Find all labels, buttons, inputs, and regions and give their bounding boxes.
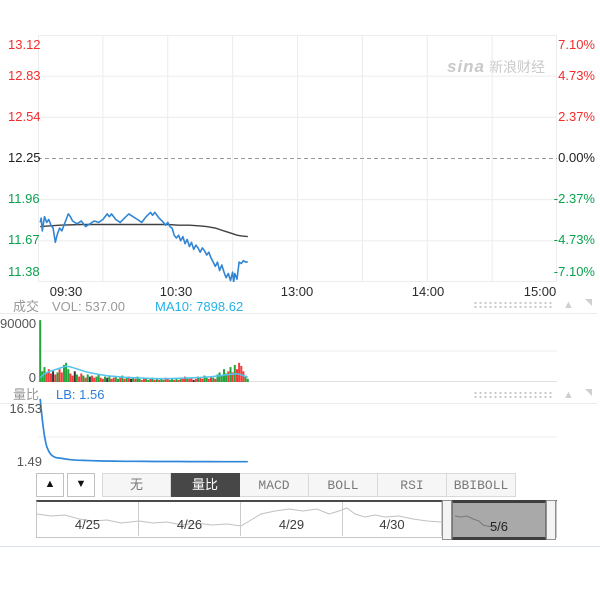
date-panel-selected[interactable]: 5/6: [452, 500, 546, 540]
sina-watermark: sina 新浪财经: [447, 57, 545, 77]
lb-max-label: 16.53: [9, 401, 42, 416]
pct-right-label-2: 2.37%: [558, 109, 595, 124]
lb-pane-collapse-triangle-icon[interactable]: ▲: [563, 389, 574, 401]
volume-pane-collapse-triangle-icon[interactable]: ▲: [563, 299, 574, 311]
price-left-label-3: 12.25: [8, 150, 41, 165]
volume-chart-canvas[interactable]: [38, 318, 557, 382]
price-left-label-4: 11.96: [8, 191, 40, 206]
price-left-label-0: 13.12: [8, 37, 41, 52]
date-panel-4-26[interactable]: 4/26: [139, 502, 241, 536]
price-left-label-1: 12.83: [8, 68, 41, 83]
time-label-0: 09:30: [49, 284, 83, 299]
pct-right-label-4: -2.37%: [553, 191, 595, 206]
tab-liangbi[interactable]: 量比: [171, 473, 240, 497]
date-label: 4/29: [278, 517, 305, 532]
time-label-3: 14:00: [411, 284, 445, 299]
date-label: 4/26: [176, 517, 203, 532]
volume-max-label: 90000: [0, 316, 37, 331]
date-label: 4/30: [379, 517, 405, 532]
lb-value: LB: 1.56: [56, 387, 105, 402]
tab-rsi[interactable]: RSI: [378, 473, 447, 497]
price-left-label-6: 11.38: [8, 264, 40, 279]
date-range-selection[interactable]: 5/6: [442, 500, 556, 540]
lb-pane-corner-icon[interactable]: [585, 389, 592, 396]
lb-pane-drag-handle[interactable]: [473, 391, 553, 399]
volume-ma10-value: MA10: 7898.62: [155, 299, 244, 314]
price-left-label-2: 12.54: [8, 109, 41, 124]
selected-date-label: 5/6: [489, 519, 509, 534]
date-panel-4-25[interactable]: 4/25: [37, 502, 139, 536]
date-panel-4-29[interactable]: 4/29: [241, 502, 343, 536]
arrow-down-button[interactable]: ▼: [67, 473, 95, 497]
time-label-2: 13:00: [280, 284, 314, 299]
volume-vol-value: VOL: 537.00: [52, 299, 125, 314]
lb-min-label: 1.49: [16, 454, 42, 469]
volume-pane-title: 成交: [13, 299, 40, 314]
date-label: 4/25: [74, 517, 101, 532]
time-label-1: 10:30: [159, 284, 193, 299]
pct-right-label-5: -4.73%: [553, 232, 595, 247]
volume-pane-drag-handle[interactable]: [473, 301, 553, 309]
indicator-tab-bar: 无量比 MACD BOLL RSI BBIBOLL: [102, 473, 516, 497]
pct-right-label-0: 7.10%: [558, 37, 595, 52]
price-chart-canvas[interactable]: [38, 35, 557, 282]
date-range-handle-left[interactable]: [442, 500, 452, 540]
time-label-4: 15:00: [523, 284, 557, 299]
tab-boll[interactable]: BOLL: [309, 473, 378, 497]
lb-chart-canvas[interactable]: [38, 396, 557, 473]
volume-min-label: 0: [28, 370, 36, 385]
arrow-up-button[interactable]: ▲: [36, 473, 64, 497]
date-panel-4-30[interactable]: 4/30: [343, 502, 442, 536]
price-left-label-5: 11.67: [8, 232, 40, 247]
sina-watermark-text: 新浪财经: [489, 59, 546, 75]
tab-none[interactable]: 无: [102, 473, 171, 497]
pct-right-label-3: 0.00%: [558, 150, 595, 165]
volume-pane-corner-icon[interactable]: [585, 299, 592, 306]
bottom-divider: [0, 546, 600, 547]
pct-right-label-6: -7.10%: [553, 264, 595, 279]
pane-divider-2: [0, 403, 597, 404]
lb-pane-title: 量比: [13, 387, 40, 402]
tab-macd[interactable]: MACD: [240, 473, 309, 497]
pane-divider: [0, 313, 597, 314]
pct-right-label-1: 4.73%: [558, 68, 595, 83]
sina-logo: sina: [447, 57, 486, 76]
date-range-handle-right[interactable]: [546, 500, 556, 540]
tab-bbiboll[interactable]: BBIBOLL: [447, 473, 516, 497]
